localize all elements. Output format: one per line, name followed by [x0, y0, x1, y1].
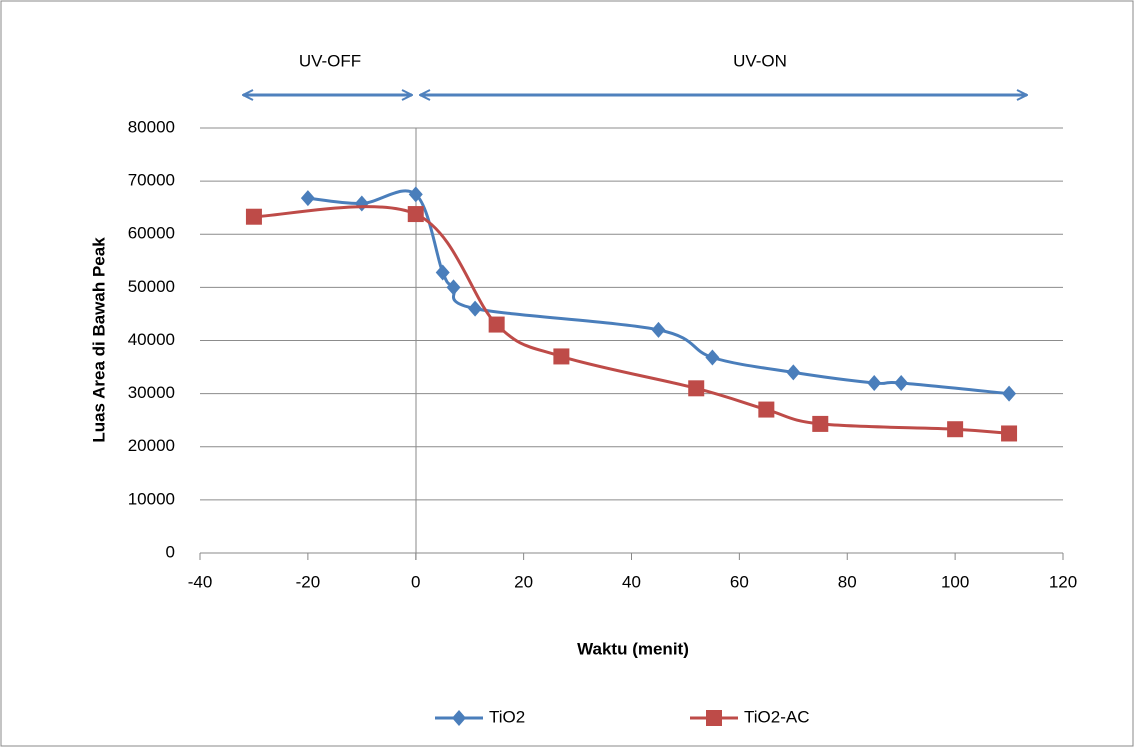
marker	[408, 206, 424, 222]
y-tick-label: 10000	[128, 489, 175, 508]
marker	[812, 416, 828, 432]
marker	[758, 402, 774, 418]
x-tick-label: 100	[941, 572, 969, 591]
x-tick-label: 40	[622, 572, 641, 591]
y-tick-label: 40000	[128, 330, 175, 349]
marker	[688, 380, 704, 396]
x-tick-label: -40	[188, 572, 213, 591]
page: {"chart_data": {"type": "line", "x_label…	[0, 0, 1134, 747]
chart: UV-OFF UV-ON Waktu (menit) Luas Area di …	[0, 0, 1134, 747]
x-tick-label: 80	[838, 572, 857, 591]
annotation: UV-OFF	[299, 51, 361, 70]
y-tick-label: 30000	[128, 383, 175, 402]
y-tick-label: 20000	[128, 436, 175, 455]
x-axis-title: Waktu (menit)	[577, 639, 689, 658]
x-tick-label: 120	[1049, 572, 1077, 591]
legend-marker	[706, 710, 722, 726]
x-tick-label: 20	[514, 572, 533, 591]
marker	[246, 209, 262, 225]
marker	[489, 317, 505, 333]
legend-label: TiO2	[489, 707, 525, 726]
x-tick-label: 0	[411, 572, 420, 591]
y-tick-label: 60000	[128, 224, 175, 243]
x-tick-label: -20	[296, 572, 321, 591]
chart-border	[1, 1, 1133, 746]
y-tick-label: 0	[166, 542, 175, 561]
y-tick-label: 80000	[128, 117, 175, 136]
legend-label: TiO2-AC	[744, 707, 810, 726]
y-tick-label: 70000	[128, 171, 175, 190]
x-tick-label: 60	[730, 572, 749, 591]
marker	[947, 421, 963, 437]
y-axis-title: Luas Area di Bawah Peak	[89, 237, 108, 443]
annotation: UV-ON	[733, 51, 787, 70]
marker	[1001, 425, 1017, 441]
marker	[553, 348, 569, 364]
y-tick-label: 50000	[128, 277, 175, 296]
